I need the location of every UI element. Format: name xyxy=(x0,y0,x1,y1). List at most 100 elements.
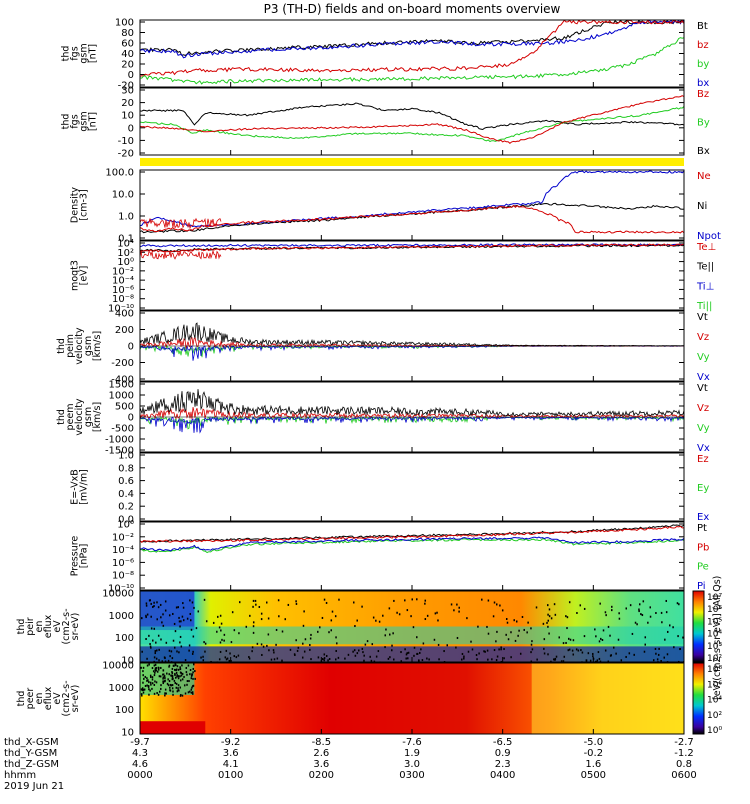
spec-speckle xyxy=(223,633,226,636)
ytick-peim_velocity-0: 400 xyxy=(115,309,134,320)
ytick-peem_velocity-1: 1000 xyxy=(109,391,134,402)
panel-density: Density[cm-3] 100.0 10.0 1.0 0.1 Ne Ni Npot xyxy=(70,168,721,245)
panels-layer: thdfgsgsm[nT]100806040200-20Btbzbybxthdf… xyxy=(16,18,723,739)
spec-speckle xyxy=(203,598,206,601)
spec-speckle xyxy=(181,615,184,618)
spec-speckle xyxy=(260,643,263,646)
panel-frame-density xyxy=(139,169,685,241)
spec-speckle xyxy=(159,603,162,606)
ytick-peir_spectrogram-3: 10 xyxy=(121,656,134,667)
spec-speckle xyxy=(163,680,165,683)
spec-speckle xyxy=(154,680,156,683)
spec-speckle xyxy=(515,620,518,623)
spec-speckle xyxy=(171,670,173,673)
series-pressure-red xyxy=(140,525,684,543)
spec-speckle xyxy=(162,673,165,676)
xtick-Z-2: 3.6 xyxy=(313,759,329,770)
spec-speckle xyxy=(158,690,161,693)
ytick-pressure-2: 10⁻⁴ xyxy=(112,545,134,556)
spec-speckle xyxy=(284,618,287,621)
panel-frame-e_field xyxy=(139,452,685,522)
spec-speckle xyxy=(190,691,193,694)
spec-speckle xyxy=(486,649,489,652)
spec-speckle xyxy=(160,638,162,641)
spec-speckle xyxy=(654,647,657,650)
colorbar-tick-peir_spectrogram-2: 10⁵ xyxy=(707,617,722,627)
spec-speckle xyxy=(471,648,474,651)
spec-speckle xyxy=(144,684,147,687)
ytick-peem_velocity-6: -1500 xyxy=(105,446,134,457)
spec-speckle xyxy=(260,612,263,615)
spec-speckle xyxy=(233,655,236,658)
spec-speckle xyxy=(413,654,415,657)
spec-speckle xyxy=(434,612,437,615)
spec-speckle xyxy=(252,631,255,634)
spec-speckle xyxy=(375,655,378,658)
spec-speckle xyxy=(177,677,180,680)
spec-speckle xyxy=(162,676,165,679)
spec-speckle xyxy=(273,651,275,654)
spec-speckle xyxy=(487,658,489,661)
spec-speckle xyxy=(192,677,194,680)
spec-speckle xyxy=(323,653,326,656)
spec-speckle xyxy=(235,656,238,659)
legend-peim_velocity-3: Vx xyxy=(697,372,710,383)
spec-speckle xyxy=(610,654,612,657)
spec-speckle xyxy=(164,692,166,695)
spec-speckle xyxy=(155,666,158,669)
spec-speckle xyxy=(565,615,567,618)
spec-speckle xyxy=(252,605,254,608)
spec-speckle xyxy=(303,650,306,653)
ytick-peem_velocity-4: -500 xyxy=(111,424,134,435)
spec-speckle xyxy=(309,637,312,640)
legend-fgs_gsm_total-0: Bt xyxy=(697,21,708,32)
spec-speckle xyxy=(281,659,283,662)
spec-speckle xyxy=(321,658,324,661)
spec-speckle xyxy=(677,635,679,638)
spec-speckle xyxy=(331,610,334,613)
spec-speckle xyxy=(369,655,371,658)
spec-speckle xyxy=(487,599,490,602)
spec-speckle xyxy=(154,663,157,666)
spec-speckle xyxy=(668,624,671,627)
spec-speckle xyxy=(148,634,150,637)
spec-speckle xyxy=(155,681,158,684)
spec-speckle xyxy=(156,601,158,604)
spec-speckle xyxy=(149,689,151,692)
spec-speckle xyxy=(164,609,167,612)
spec-speckle xyxy=(317,656,320,659)
spec-speckle xyxy=(352,650,354,653)
spec-speckle xyxy=(171,672,174,675)
spec-speckle xyxy=(178,620,181,623)
ylabel-peir_spectrogram-5: (cm2-s- xyxy=(61,608,72,644)
spec-speckle xyxy=(171,687,174,690)
spec-speckle xyxy=(186,673,188,676)
spec-speckle xyxy=(555,655,558,658)
ytick-temperature-4: 10⁻⁴ xyxy=(112,276,134,287)
spec-speckle xyxy=(160,687,162,690)
legend-temperature-1: Te|| xyxy=(696,262,714,273)
spec-speckle xyxy=(141,650,143,653)
spec-speckle xyxy=(553,658,555,661)
panel-content-pressure xyxy=(140,524,684,554)
spec-speckle xyxy=(275,628,278,631)
spec-speckle xyxy=(666,653,669,656)
ylabel-peem_velocity-3: gsm xyxy=(83,407,94,427)
ytick-peir_spectrogram-2: 100 xyxy=(115,633,134,644)
spec-speckle xyxy=(407,657,409,660)
spec-speckle xyxy=(481,598,483,601)
spec-speckle xyxy=(363,659,365,662)
spec-speckle xyxy=(149,645,152,648)
spec-speckle xyxy=(642,600,645,603)
xtick-Y-2: 2.6 xyxy=(313,748,329,759)
spec-speckle xyxy=(548,632,550,635)
ylabel-peem_velocity-0: thd xyxy=(56,409,67,425)
legend-e_field-1: Ey xyxy=(697,483,709,494)
spec-speckle xyxy=(192,635,195,638)
series-peim_velocity-black xyxy=(140,322,684,347)
spec-speckle xyxy=(495,659,498,662)
spec-speckle xyxy=(531,640,533,643)
mode-indicator-bar xyxy=(140,158,684,166)
